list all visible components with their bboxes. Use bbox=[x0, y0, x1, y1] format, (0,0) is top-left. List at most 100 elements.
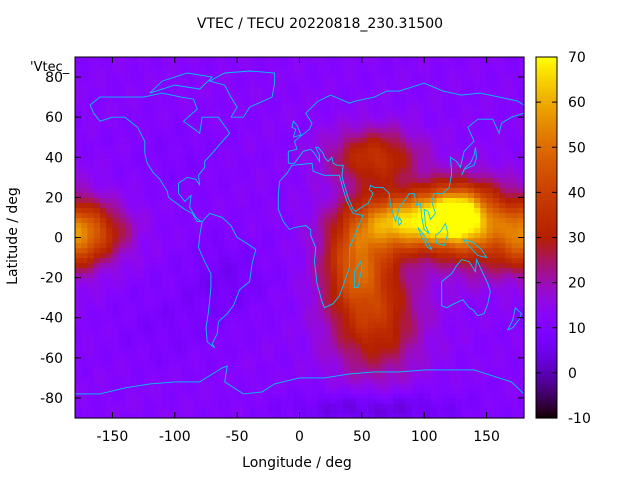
heatmap-cell bbox=[424, 252, 432, 259]
heatmap-cell bbox=[374, 362, 382, 369]
heatmap-cell bbox=[361, 247, 369, 254]
heatmap-cell bbox=[480, 282, 488, 289]
heatmap-cell bbox=[137, 312, 145, 319]
heatmap-cell bbox=[368, 327, 375, 334]
heatmap-cell bbox=[162, 232, 170, 239]
heatmap-cell bbox=[174, 352, 182, 359]
heatmap-cell bbox=[499, 327, 506, 334]
heatmap-cell bbox=[405, 202, 413, 209]
heatmap-cell bbox=[118, 162, 126, 168]
heatmap-cell bbox=[187, 207, 195, 214]
heatmap-cell bbox=[118, 92, 126, 98]
heatmap-cell bbox=[474, 412, 481, 419]
heatmap-cell bbox=[237, 247, 244, 254]
heatmap-cell bbox=[349, 347, 357, 354]
heatmap-cell bbox=[461, 227, 469, 234]
heatmap-cell bbox=[442, 217, 450, 224]
heatmap-cell bbox=[181, 272, 188, 279]
heatmap-cell bbox=[436, 182, 444, 188]
heatmap-cell bbox=[499, 332, 506, 339]
heatmap-cell bbox=[199, 157, 207, 163]
heatmap-cell bbox=[174, 177, 182, 183]
heatmap-cell bbox=[230, 402, 238, 409]
heatmap-cell bbox=[237, 362, 244, 369]
heatmap-cell bbox=[81, 357, 89, 364]
heatmap-cell bbox=[368, 222, 375, 229]
heatmap-cell bbox=[318, 302, 326, 309]
heatmap-cell bbox=[343, 392, 350, 399]
heatmap-cell bbox=[436, 237, 444, 244]
heatmap-cell bbox=[374, 367, 382, 374]
heatmap-cell bbox=[174, 292, 182, 299]
heatmap-cell bbox=[330, 252, 338, 259]
heatmap-cell bbox=[492, 237, 500, 244]
heatmap-cell bbox=[268, 197, 276, 203]
heatmap-cell bbox=[336, 242, 344, 249]
heatmap-cell bbox=[405, 122, 413, 128]
heatmap-cell bbox=[174, 407, 182, 414]
heatmap-cell bbox=[330, 397, 338, 404]
heatmap-cell bbox=[368, 127, 375, 133]
heatmap-cell bbox=[262, 82, 269, 88]
heatmap-cell bbox=[480, 172, 488, 178]
heatmap-cell bbox=[449, 72, 457, 78]
heatmap-cell bbox=[355, 167, 363, 173]
heatmap-cell bbox=[237, 377, 244, 384]
heatmap-cell bbox=[112, 337, 120, 344]
heatmap-cell bbox=[461, 292, 469, 299]
heatmap-cell bbox=[143, 402, 151, 409]
heatmap-cell bbox=[467, 87, 475, 93]
heatmap-cell bbox=[75, 222, 82, 229]
heatmap-cell bbox=[343, 322, 350, 329]
heatmap-cell bbox=[75, 367, 82, 374]
heatmap-cell bbox=[505, 397, 513, 404]
heatmap-cell bbox=[374, 402, 382, 409]
heatmap-cell bbox=[299, 262, 307, 269]
heatmap-cell bbox=[255, 272, 263, 279]
heatmap-cell bbox=[318, 342, 326, 349]
heatmap-cell bbox=[349, 77, 357, 83]
heatmap-cell bbox=[280, 112, 288, 118]
heatmap-cell bbox=[318, 247, 326, 254]
heatmap-cell bbox=[205, 347, 213, 354]
heatmap-cell bbox=[380, 297, 388, 304]
heatmap-cell bbox=[411, 277, 419, 284]
heatmap-cell bbox=[181, 62, 188, 68]
heatmap-cell bbox=[330, 287, 338, 294]
heatmap-cell bbox=[93, 62, 101, 68]
heatmap-cell bbox=[162, 292, 170, 299]
heatmap-cell bbox=[224, 242, 232, 249]
heatmap-cell bbox=[262, 362, 269, 369]
heatmap-cell bbox=[143, 317, 151, 324]
heatmap-cell bbox=[118, 267, 126, 274]
heatmap-cell bbox=[336, 172, 344, 178]
heatmap-cell bbox=[262, 342, 269, 349]
heatmap-cell bbox=[131, 217, 138, 224]
heatmap-cell bbox=[442, 132, 450, 138]
heatmap-cell bbox=[311, 377, 319, 384]
heatmap-cell bbox=[262, 87, 269, 93]
heatmap-cell bbox=[455, 297, 463, 304]
heatmap-cell bbox=[243, 347, 251, 354]
heatmap-cell bbox=[99, 377, 107, 384]
heatmap-cell bbox=[112, 82, 120, 88]
heatmap-cell bbox=[330, 147, 338, 153]
heatmap-cell bbox=[399, 232, 407, 239]
heatmap-cell bbox=[461, 142, 469, 148]
heatmap-cell bbox=[393, 267, 400, 274]
heatmap-cell bbox=[380, 257, 388, 264]
heatmap-cell bbox=[143, 257, 151, 264]
heatmap-cell bbox=[293, 337, 301, 344]
heatmap-cell bbox=[349, 252, 357, 259]
heatmap-cell bbox=[156, 142, 163, 148]
heatmap-cell bbox=[205, 357, 213, 364]
heatmap-cell bbox=[255, 62, 263, 68]
heatmap-cell bbox=[99, 232, 107, 239]
heatmap-cell bbox=[255, 197, 263, 203]
heatmap-cell bbox=[143, 237, 151, 244]
heatmap-cell bbox=[293, 322, 301, 329]
heatmap-cell bbox=[480, 327, 488, 334]
heatmap-cell bbox=[106, 77, 114, 83]
heatmap-cell bbox=[243, 262, 251, 269]
heatmap-cell bbox=[156, 307, 163, 314]
